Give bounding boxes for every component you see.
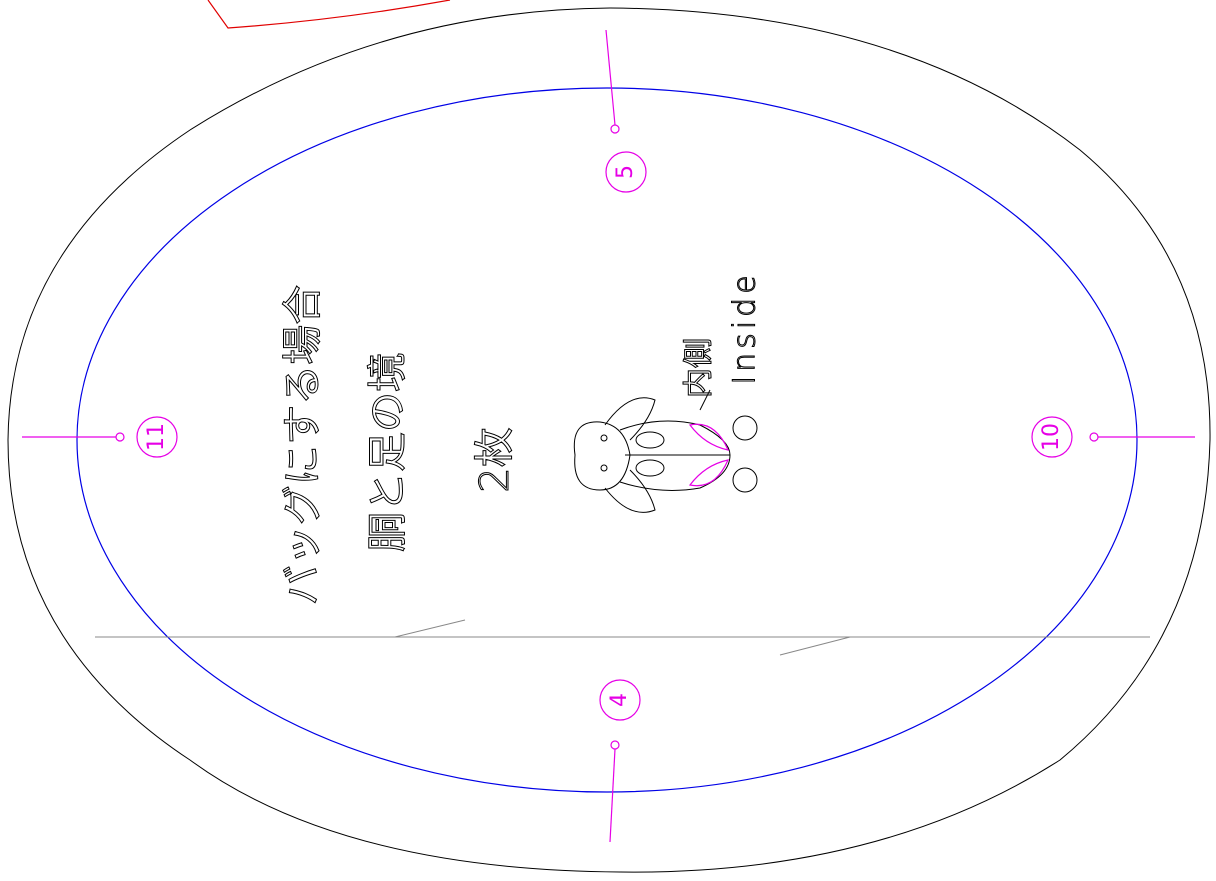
marker-label: 10 xyxy=(1039,423,1064,451)
marker-label: 4 xyxy=(607,693,632,707)
marker-label: 5 xyxy=(613,165,638,179)
seam-line xyxy=(76,87,1138,793)
slash-mark xyxy=(394,619,466,638)
inside-jp: 内側 xyxy=(682,338,717,398)
outer-cut-line xyxy=(7,7,1211,873)
inside-mark xyxy=(688,423,730,487)
red-outline xyxy=(207,0,451,29)
inside-en: Inside xyxy=(728,271,763,384)
bag-note: バッグにする場合 xyxy=(280,285,326,605)
boundary-note: 胴と足の境 xyxy=(365,352,411,552)
slash-mark xyxy=(779,636,851,656)
bunny-icon xyxy=(573,389,758,513)
marker-lines xyxy=(22,29,1195,843)
count: 2枚 xyxy=(472,427,518,492)
marker-label: 11 xyxy=(144,423,169,451)
